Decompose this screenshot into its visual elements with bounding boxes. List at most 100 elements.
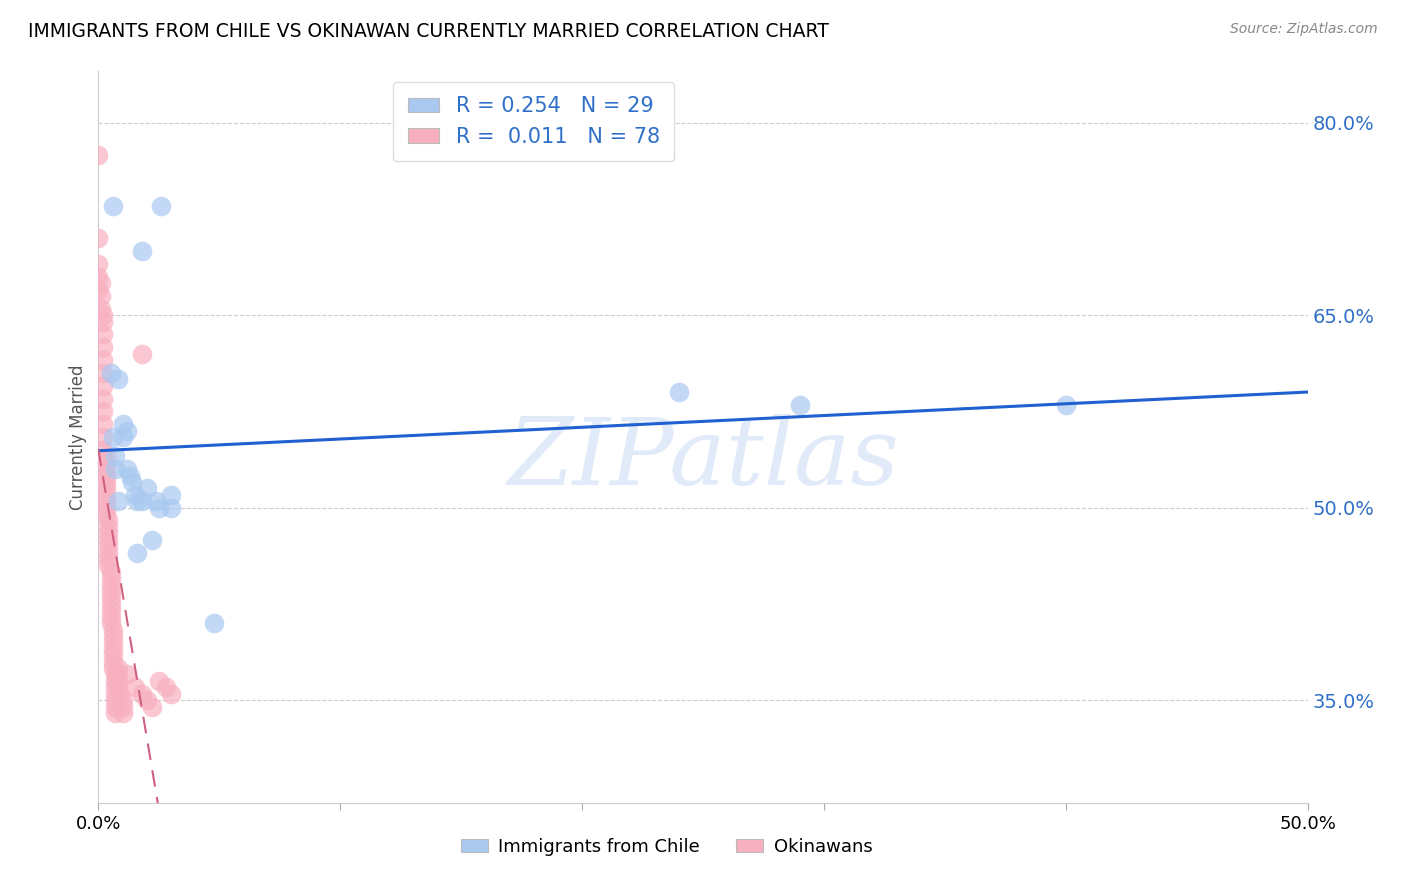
Point <box>94 462 117 476</box>
Point <box>100 616 122 631</box>
Point <box>100 591 122 605</box>
Point <box>97 514 120 528</box>
Point <box>668 385 690 400</box>
Point <box>145 494 167 508</box>
Point <box>94 468 117 483</box>
Point <box>101 655 124 669</box>
Point <box>104 706 127 720</box>
Point <box>141 699 163 714</box>
Point <box>108 687 131 701</box>
Point <box>100 603 122 617</box>
Point <box>148 500 170 515</box>
Point <box>94 450 117 464</box>
Point <box>127 545 149 559</box>
Point <box>94 456 117 470</box>
Point <box>111 706 134 720</box>
Point <box>91 327 114 342</box>
Point <box>91 340 114 354</box>
Point <box>91 308 114 322</box>
Point <box>97 539 120 553</box>
Point <box>91 315 114 329</box>
Point <box>90 276 112 290</box>
Point <box>104 693 127 707</box>
Point <box>90 301 112 316</box>
Y-axis label: Currently Married: Currently Married <box>69 364 87 510</box>
Point <box>100 571 122 585</box>
Point <box>97 533 120 547</box>
Point <box>117 667 139 681</box>
Point <box>101 623 124 637</box>
Point <box>91 442 114 457</box>
Point <box>150 199 173 213</box>
Point <box>100 366 122 380</box>
Point <box>104 462 127 476</box>
Point <box>90 289 112 303</box>
Text: ZIPatlas: ZIPatlas <box>508 414 898 504</box>
Point <box>160 687 183 701</box>
Point <box>100 577 122 591</box>
Point <box>121 475 143 489</box>
Point <box>91 366 114 380</box>
Point <box>107 372 129 386</box>
Point <box>204 616 226 631</box>
Point <box>104 673 127 688</box>
Text: IMMIGRANTS FROM CHILE VS OKINAWAN CURRENTLY MARRIED CORRELATION CHART: IMMIGRANTS FROM CHILE VS OKINAWAN CURREN… <box>28 22 830 41</box>
Point <box>160 488 183 502</box>
Point <box>97 558 120 573</box>
Point <box>104 699 127 714</box>
Point <box>94 482 117 496</box>
Point <box>91 392 114 406</box>
Point <box>104 667 127 681</box>
Point <box>100 565 122 579</box>
Point <box>91 417 114 432</box>
Point <box>101 661 124 675</box>
Point <box>131 346 153 360</box>
Point <box>107 673 129 688</box>
Legend: Immigrants from Chile, Okinawans: Immigrants from Chile, Okinawans <box>453 830 880 863</box>
Point <box>1054 398 1077 412</box>
Point <box>100 597 122 611</box>
Point <box>117 424 139 438</box>
Point <box>148 673 170 688</box>
Point <box>101 641 124 656</box>
Point <box>101 629 124 643</box>
Point <box>107 681 129 695</box>
Point <box>111 417 134 432</box>
Point <box>117 462 139 476</box>
Point <box>94 507 117 521</box>
Point <box>87 283 110 297</box>
Point <box>118 468 141 483</box>
Point <box>107 494 129 508</box>
Point <box>131 687 153 701</box>
Point <box>101 430 124 444</box>
Point <box>91 378 114 392</box>
Point <box>94 494 117 508</box>
Point <box>131 494 153 508</box>
Point <box>94 488 117 502</box>
Point <box>160 500 183 515</box>
Point <box>97 552 120 566</box>
Point <box>101 648 124 663</box>
Point <box>107 667 129 681</box>
Point <box>87 231 110 245</box>
Point <box>87 257 110 271</box>
Point <box>104 687 127 701</box>
Point <box>94 475 117 489</box>
Point <box>135 693 157 707</box>
Point <box>91 404 114 418</box>
Point <box>124 488 146 502</box>
Point <box>87 269 110 284</box>
Point <box>141 533 163 547</box>
Point <box>104 450 127 464</box>
Point <box>131 244 153 258</box>
Point <box>101 199 124 213</box>
Point <box>97 545 120 559</box>
Point <box>104 681 127 695</box>
Point <box>127 494 149 508</box>
Point <box>87 148 110 162</box>
Point <box>155 681 177 695</box>
Point <box>111 699 134 714</box>
Point <box>97 526 120 541</box>
Text: Source: ZipAtlas.com: Source: ZipAtlas.com <box>1230 22 1378 37</box>
Point <box>107 661 129 675</box>
